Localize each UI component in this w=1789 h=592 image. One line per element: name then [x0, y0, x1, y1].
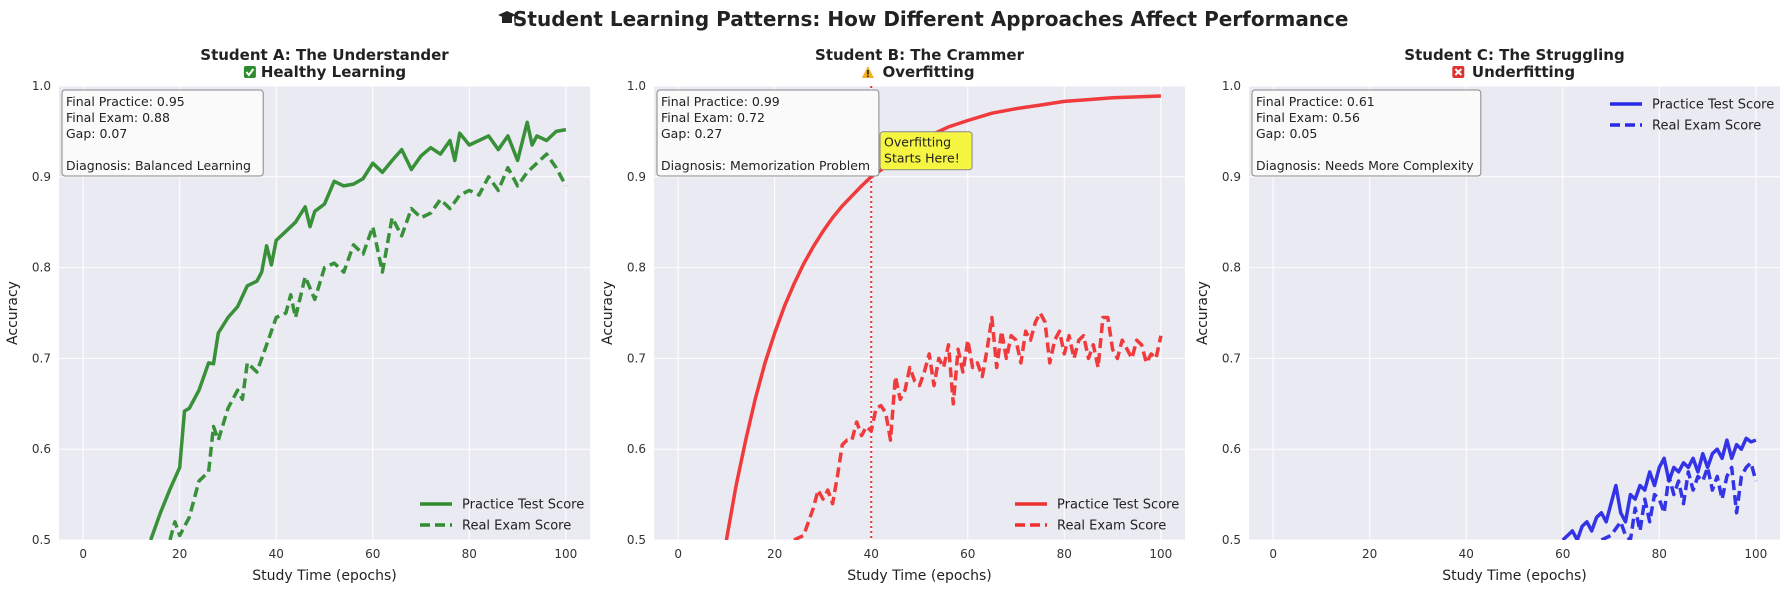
stats-line: Final Practice: 0.61 — [1256, 94, 1375, 109]
chart-subtitle: Underfitting — [1472, 63, 1575, 81]
suptitle: Student Learning Patterns: How Different… — [498, 7, 1348, 31]
y-tick-label: 0.9 — [627, 170, 646, 184]
warning-icon — [861, 66, 874, 78]
stats-line: Diagnosis: Balanced Learning — [66, 158, 251, 173]
x-tick-label: 60 — [365, 547, 380, 561]
series-group — [1561, 436, 1758, 540]
y-tick-label: 0.7 — [1222, 351, 1241, 365]
series-group — [724, 94, 1163, 540]
x-axis-label: Study Time (epochs) — [847, 568, 991, 584]
x-tick-label: 80 — [1057, 547, 1072, 561]
x-axis-label: Study Time (epochs) — [252, 568, 396, 584]
legend-label: Practice Test Score — [462, 498, 584, 513]
stats-line: Gap: 0.05 — [1256, 126, 1317, 141]
legend: Practice Test Score Real Exam Score — [1015, 498, 1179, 534]
y-tick-label: 0.6 — [627, 442, 646, 456]
y-axis-label: Accuracy — [1195, 281, 1211, 345]
legend: Practice Test Score Real Exam Score — [420, 498, 584, 534]
x-tick-label: 0 — [1269, 547, 1277, 561]
callout-text: Overfitting — [884, 135, 951, 150]
x-tick-label: 20 — [1362, 547, 1377, 561]
legend-label: Practice Test Score — [1057, 498, 1179, 513]
graduation-cap-icon — [498, 11, 516, 23]
x-tick-label: 60 — [960, 547, 975, 561]
check-icon — [243, 66, 256, 78]
x-tick-label: 100 — [1149, 547, 1172, 561]
chart-title: Student C: The Struggling — [1404, 46, 1624, 64]
y-tick-label: 0.7 — [32, 351, 51, 365]
stats-line: Final Exam: 0.56 — [1256, 110, 1360, 125]
chart-panel-2: 0 20 40 60 80 100 0.5 0.6 0.7 0.8 0.9 1.0 Study Time… — [600, 46, 1185, 584]
y-axis-label: Accuracy — [5, 281, 21, 345]
stats-line: Final Exam: 0.72 — [661, 110, 765, 125]
x-axis-label: Study Time (epochs) — [1442, 568, 1586, 584]
stats-line: Final Practice: 0.99 — [661, 94, 780, 109]
y-tick-label: 0.6 — [1222, 442, 1241, 456]
x-tick-label: 0 — [79, 547, 87, 561]
x-tick-label: 80 — [1652, 547, 1667, 561]
y-tick-label: 0.5 — [1222, 533, 1241, 547]
x-tick-label: 60 — [1555, 547, 1570, 561]
y-tick-label: 0.8 — [627, 261, 646, 275]
callout-box — [879, 131, 973, 171]
stats-box — [656, 89, 880, 177]
chart-title: Student A: The Understander — [200, 46, 449, 64]
stats-line: Gap: 0.27 — [661, 126, 722, 141]
x-tick-label: 20 — [767, 547, 782, 561]
stats-line: Diagnosis: Memorization Problem — [661, 158, 870, 173]
legend-label: Real Exam Score — [1057, 519, 1166, 534]
y-tick-label: 1.0 — [627, 79, 646, 93]
series-line-exam — [1600, 461, 1758, 540]
legend-label: Practice Test Score — [1652, 98, 1774, 113]
chart-panel-3: 0 20 40 60 80 100 0.5 0.6 0.7 0.8 0.9 1.0 Study Time… — [1195, 46, 1780, 584]
series-line-practice — [1561, 436, 1757, 540]
x-tick-label: 20 — [172, 547, 187, 561]
y-tick-label: 0.9 — [32, 170, 51, 184]
legend: Practice Test Score Real Exam Score — [1610, 98, 1774, 134]
legend-label: Real Exam Score — [1652, 119, 1761, 134]
chart-panel-1: 0 20 40 60 80 100 0.5 0.6 0.7 0.8 0.9 1.0 Study Time… — [5, 46, 590, 584]
y-tick-label: 0.6 — [32, 442, 51, 456]
chart-subtitle: Overfitting — [882, 63, 974, 81]
y-tick-label: 0.8 — [1222, 261, 1241, 275]
stats-line: Gap: 0.07 — [66, 126, 127, 141]
series-line-exam — [793, 311, 1163, 540]
y-tick-label: 0.8 — [32, 261, 51, 275]
callout-text: Starts Here! — [884, 151, 960, 166]
x-tick-label: 100 — [554, 547, 577, 561]
stats-line: Final Exam: 0.88 — [66, 110, 170, 125]
x-tick-label: 40 — [1459, 547, 1474, 561]
y-axis-label: Accuracy — [600, 281, 616, 345]
x-tick-label: 100 — [1744, 547, 1767, 561]
x-tick-label: 40 — [269, 547, 284, 561]
cross-icon — [1452, 66, 1465, 78]
stats-line: Diagnosis: Needs More Complexity — [1256, 158, 1474, 173]
y-tick-label: 0.7 — [627, 351, 646, 365]
stats-line: Final Practice: 0.95 — [66, 94, 185, 109]
x-tick-label: 0 — [674, 547, 682, 561]
y-tick-label: 0.9 — [1222, 170, 1241, 184]
y-tick-label: 0.5 — [32, 533, 51, 547]
y-tick-label: 1.0 — [32, 79, 51, 93]
stats-box — [1251, 89, 1482, 177]
series-line-practice — [724, 94, 1161, 540]
chart-subtitle: Healthy Learning — [261, 63, 406, 81]
y-tick-label: 1.0 — [1222, 79, 1241, 93]
x-tick-label: 80 — [462, 547, 477, 561]
stats-box — [61, 89, 264, 177]
series-group — [149, 120, 568, 540]
legend-label: Real Exam Score — [462, 519, 571, 534]
y-tick-label: 0.5 — [627, 533, 646, 547]
figure-title: Student Learning Patterns: How Different… — [513, 7, 1348, 31]
chart-title: Student B: The Crammer — [815, 46, 1025, 64]
series-line-practice — [149, 120, 567, 540]
series-line-exam — [168, 152, 568, 540]
x-tick-label: 40 — [864, 547, 879, 561]
